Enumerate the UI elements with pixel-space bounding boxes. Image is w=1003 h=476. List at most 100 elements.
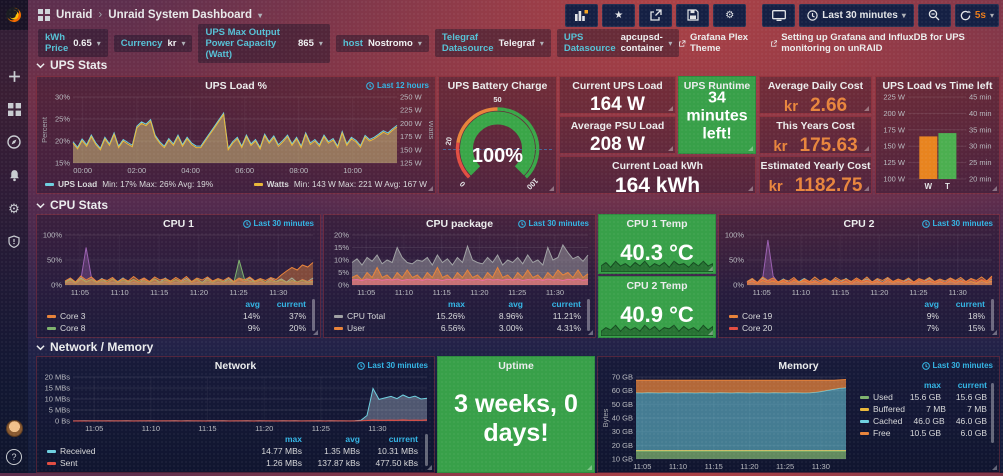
legend-series[interactable]: Cached xyxy=(860,415,902,427)
panel-title[interactable]: UPS Load vs Time left xyxy=(882,80,993,92)
dashboard-link[interactable]: Setting up Grafana and InfluxDB for UPS … xyxy=(770,32,993,54)
panel-title[interactable]: Estimated Yearly Cost xyxy=(760,160,871,172)
caret-down-icon: ▾ xyxy=(96,38,101,48)
star-button[interactable]: ★ xyxy=(602,3,636,27)
cpu-package-chart[interactable]: 0% 5% 10% 15% 20% 11:05 11:10 11:15 11:20 11:25 11… xyxy=(326,231,593,297)
panel-title[interactable]: CPU package xyxy=(425,218,494,230)
svg-text:10%: 10% xyxy=(334,256,349,265)
svg-text:10 GB: 10 GB xyxy=(612,455,633,464)
cpu1-legend[interactable]: avg current Core 3 14% 37% Core 8 9% 20% xyxy=(47,298,306,334)
ups-load-chart[interactable]: 15% 20% 25% 30% 125 W 150 W 175 W 200 W 225 W 250… xyxy=(39,93,436,176)
panel-title[interactable]: CPU 1 Temp xyxy=(626,218,688,230)
zoom-out-button[interactable] xyxy=(917,3,951,27)
legend-series[interactable]: Buffered xyxy=(860,403,905,415)
alerting-bell-icon[interactable] xyxy=(6,167,22,183)
cpu2-legend[interactable]: avg current Core 19 9% 18% Core 20 7% 15% xyxy=(729,298,985,334)
save-button[interactable] xyxy=(676,3,710,27)
configuration-gear-icon[interactable]: ⚙ xyxy=(8,200,20,216)
panel-title[interactable]: Current Load kWh xyxy=(612,160,703,172)
user-avatar[interactable] xyxy=(5,420,23,437)
legend-series[interactable]: CPU Total xyxy=(334,310,407,322)
help-icon[interactable]: ? xyxy=(6,449,22,465)
variable-kwh-price[interactable]: kWh Price 0.65 ▾ xyxy=(38,29,108,57)
panel-title[interactable]: This Years Cost xyxy=(776,120,855,132)
variable-host[interactable]: host Nostromo ▾ xyxy=(335,34,429,52)
tv-mode-button[interactable] xyxy=(762,3,796,27)
toolbar: ★ ⚙ Last 30 minutes ▾ 5s ▾ xyxy=(565,3,999,27)
dashboard-link[interactable]: Grafana Plex Theme xyxy=(679,32,756,54)
panel-title[interactable]: Average PSU Load xyxy=(570,120,665,132)
panel-title[interactable]: UPS Load % xyxy=(205,80,267,92)
legend-series[interactable]: UPS Load Min: 17% Max: 26% Avg: 19% xyxy=(45,179,213,189)
panel-time-range[interactable]: Last 30 minutes xyxy=(517,219,589,228)
legend-series[interactable]: Core 3 xyxy=(47,310,214,322)
legend-series[interactable]: Core 20 xyxy=(729,322,893,334)
section-ups-stats[interactable]: UPS Stats xyxy=(36,58,107,72)
breadcrumb-section[interactable]: Unraid xyxy=(56,9,93,21)
panel-title[interactable]: CPU 1 xyxy=(163,218,194,230)
caret-down-icon: ▾ xyxy=(668,38,673,48)
cpu-package-legend[interactable]: max avg current CPU Total 15.26% 8.96% 11.21% U… xyxy=(334,298,581,334)
dashboard-caret-icon[interactable]: ▾ xyxy=(258,10,263,20)
explore-compass-icon[interactable] xyxy=(6,134,22,150)
refresh-button[interactable]: 5s ▾ xyxy=(954,3,999,27)
memory-chart[interactable]: 10 GB 20 GB 30 GB 40 GB 50 GB 60 GB 70 GB 11:05… xyxy=(600,373,850,471)
legend-scrollbar[interactable] xyxy=(991,299,994,331)
legend-series[interactable]: User xyxy=(334,322,407,334)
dashboards-icon[interactable] xyxy=(6,101,22,117)
panel-time-range[interactable]: Last 12 hours xyxy=(366,81,429,90)
panel-title[interactable]: UPS Battery Charge xyxy=(447,80,548,92)
section-cpu-stats[interactable]: CPU Stats xyxy=(36,198,108,212)
panel-time-range[interactable]: Last 30 minutes xyxy=(921,219,993,228)
legend-series[interactable]: Watts Min: 143 W Max: 221 W Avg: 167 W xyxy=(253,179,427,189)
panel-title[interactable]: Network xyxy=(214,360,257,372)
breadcrumb-page[interactable]: Unraid System Dashboard xyxy=(108,9,253,21)
network-chart[interactable]: 0 Bs 5 MBs 10 MBs 15 MBs 20 MBs 11:05 11:10 11:… xyxy=(39,373,432,433)
svg-text:20 min: 20 min xyxy=(969,175,992,184)
network-legend[interactable]: max avg current Received 14.77 MBs 1.35 MBs 10… xyxy=(47,433,418,469)
variable-currency[interactable]: Currency kr ▾ xyxy=(113,34,193,52)
section-network-memory[interactable]: Network / Memory xyxy=(36,340,153,354)
legend-series[interactable]: Received xyxy=(47,445,244,457)
load-vs-time-chart[interactable]: 100 W 125 W 150 W 175 W 200 W 225 W 20 min 25 m… xyxy=(878,93,997,192)
legend-series[interactable]: Core 19 xyxy=(729,310,893,322)
panel-title[interactable]: Average Daily Cost xyxy=(767,80,864,92)
variable-ups-datasource[interactable]: UPS Datasource apcupsd-container ▾ xyxy=(556,29,680,57)
variable-ups-max-output-power-capacity-watt[interactable]: UPS Max Output Power Capacity (Watt) 865 ▾ xyxy=(198,23,330,63)
share-button[interactable] xyxy=(639,3,673,27)
legend-scrollbar[interactable] xyxy=(425,434,428,466)
grafana-logo[interactable] xyxy=(0,0,28,30)
panel-title[interactable]: Uptime xyxy=(498,360,534,372)
panel-title[interactable]: CPU 2 Temp xyxy=(626,280,688,292)
memory-legend[interactable]: max current Used 15.6 GB 15.6 GB Buffered 7 MB… xyxy=(860,379,987,439)
panel-title[interactable]: CPU 2 xyxy=(843,218,875,230)
legend-scrollbar[interactable] xyxy=(587,299,590,331)
add-panel-button[interactable] xyxy=(565,3,599,27)
cpu2-chart[interactable]: 0% 50% 100% 11:05 11:10 11:15 11:20 11:25 11:30 xyxy=(721,231,997,297)
add-plus-icon[interactable] xyxy=(6,68,22,84)
ups-load-legend[interactable]: UPS Load Min: 17% Max: 26% Avg: 19% Watts M… xyxy=(45,179,427,189)
legend-scrollbar[interactable] xyxy=(991,383,994,443)
panel-this-years-cost: This Years Cost kr 175.63 xyxy=(759,116,872,156)
panel-title[interactable]: UPS Runtime xyxy=(683,80,751,92)
time-range-picker[interactable]: Last 30 minutes ▾ xyxy=(799,3,914,27)
legend-series[interactable]: Core 8 xyxy=(47,322,214,334)
panel-time-range[interactable]: Last 30 minutes xyxy=(242,219,314,228)
panel-ups-load: UPS Load % Last 12 hours 15% 20% 25% 30% 125… xyxy=(36,76,436,194)
legend-scrollbar[interactable] xyxy=(312,299,315,331)
panel-time-range[interactable]: Last 30 minutes xyxy=(356,361,428,370)
panel-memory: Memory Last 30 minutes 10 GB 20 GB 30 GB 40… xyxy=(597,356,1000,473)
legend-series[interactable]: Free xyxy=(860,427,895,439)
panel-title[interactable]: Current UPS Load xyxy=(572,80,663,92)
ups-battery-gauge[interactable]: 0 20 50 100 100% xyxy=(441,91,554,192)
panel-time-range[interactable]: Last 30 minutes xyxy=(921,361,993,370)
settings-gear-button[interactable]: ⚙ xyxy=(713,3,747,27)
stat-value: kr 2.66 xyxy=(783,95,848,116)
server-admin-shield-icon[interactable] xyxy=(6,233,22,249)
legend-series[interactable]: Used xyxy=(860,391,895,403)
variable-telegraf-datasource[interactable]: Telegraf Datasource Telegraf ▾ xyxy=(434,29,551,57)
legend-series[interactable]: Sent xyxy=(47,457,244,469)
svg-text:100%: 100% xyxy=(472,145,523,167)
cpu1-chart[interactable]: 0% 50% 100% 11:05 11:10 11:15 11:20 11:25 11:30 xyxy=(39,231,318,297)
panel-title[interactable]: Memory xyxy=(778,360,819,372)
